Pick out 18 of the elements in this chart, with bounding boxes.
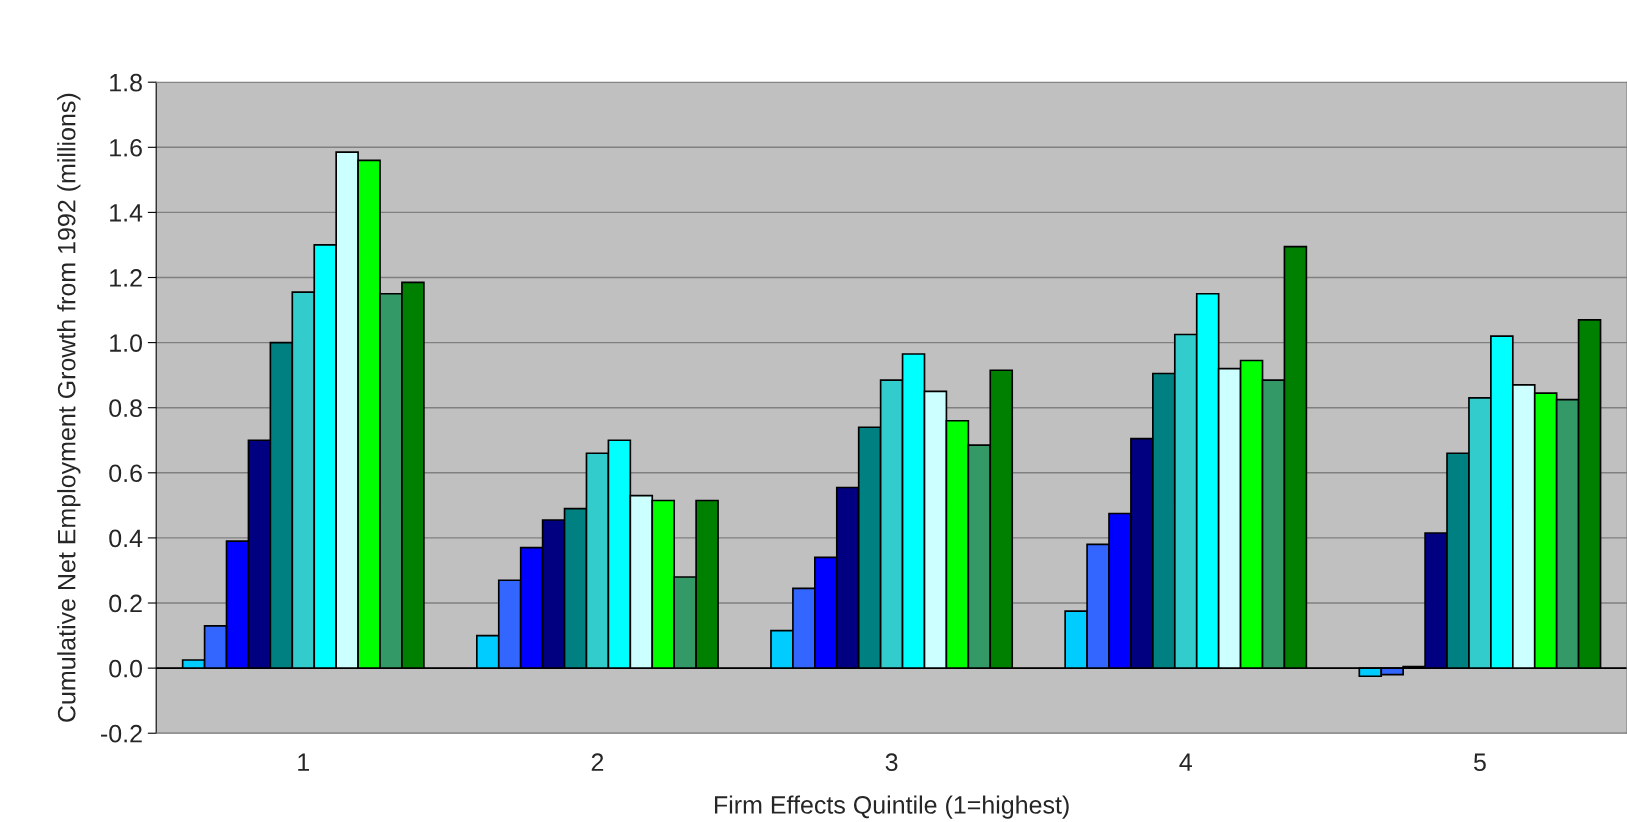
x-tick-label: 4 [1179, 753, 1192, 771]
y-tick-label: 0.6 [109, 464, 142, 483]
y-tick-label: 1.4 [110, 204, 143, 222]
y-tick-label: 0.8 [109, 399, 142, 418]
y-tick-label: 0.2 [109, 594, 142, 613]
x-tick-label: 5 [1473, 753, 1486, 772]
x-tick-label: 2 [591, 753, 604, 771]
y-tick-label: 1.0 [110, 334, 143, 352]
y-tick-label: -0.2 [101, 724, 142, 743]
y-tick-label: 1.6 [110, 138, 142, 157]
x-axis-title: Firm Effects Quintile (1=highest) [714, 795, 1069, 819]
y-tick-label: 1.8 [110, 73, 142, 92]
y-tick-label: 0.4 [109, 529, 143, 548]
y-tick-label: 1.2 [110, 269, 142, 287]
x-tick-label: 1 [298, 753, 310, 771]
x-tick-label: 3 [885, 753, 898, 772]
y-axis-title: Cumulative Net Employment Growth from 1992 (millions) [57, 93, 81, 722]
y-tick-label: 0.0 [109, 659, 143, 678]
